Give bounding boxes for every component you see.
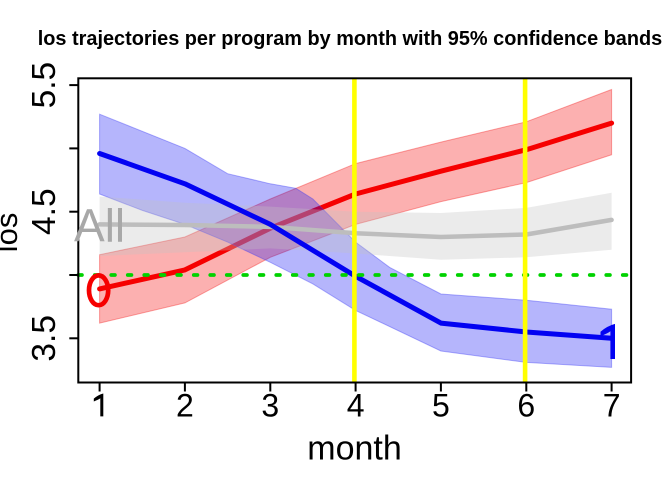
svg-text:4.5: 4.5 [26, 188, 63, 235]
svg-text:month: month [307, 430, 402, 468]
svg-text:4: 4 [347, 388, 365, 424]
svg-text:2: 2 [176, 388, 194, 424]
svg-text:6: 6 [517, 388, 535, 424]
svg-text:7: 7 [603, 388, 621, 424]
svg-text:5: 5 [432, 388, 450, 424]
svg-text:5.5: 5.5 [26, 62, 63, 109]
svg-text:3: 3 [261, 388, 279, 424]
svg-text:All: All [74, 199, 125, 251]
svg-text:los: los [0, 213, 24, 253]
svg-text:los trajectories per program b: los trajectories per program by month wi… [38, 28, 662, 50]
svg-text:3.5: 3.5 [26, 315, 63, 362]
